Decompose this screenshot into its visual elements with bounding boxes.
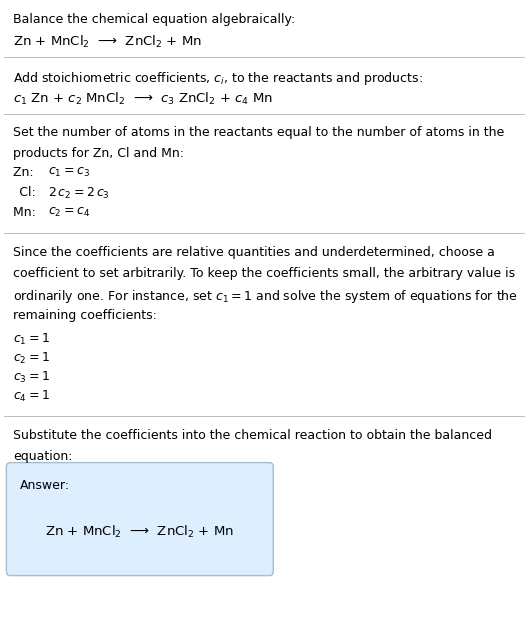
Text: ordinarily one. For instance, set $c_1 = 1$ and solve the system of equations fo: ordinarily one. For instance, set $c_1 =… <box>13 288 518 305</box>
Text: Since the coefficients are relative quantities and underdetermined, choose a: Since the coefficients are relative quan… <box>13 246 495 259</box>
Text: $c_4 = 1$: $c_4 = 1$ <box>13 389 50 404</box>
Text: Set the number of atoms in the reactants equal to the number of atoms in the: Set the number of atoms in the reactants… <box>13 126 504 140</box>
Text: Cl:: Cl: <box>13 186 48 199</box>
Text: products for Zn, Cl and Mn:: products for Zn, Cl and Mn: <box>13 147 184 161</box>
Text: $c_1 = c_3$: $c_1 = c_3$ <box>48 166 90 179</box>
Text: Substitute the coefficients into the chemical reaction to obtain the balanced: Substitute the coefficients into the che… <box>13 428 492 442</box>
Text: $c_2 = c_4$: $c_2 = c_4$ <box>48 206 90 219</box>
Text: Answer:: Answer: <box>21 478 70 492</box>
FancyBboxPatch shape <box>6 463 274 576</box>
Text: coefficient to set arbitrarily. To keep the coefficients small, the arbitrary va: coefficient to set arbitrarily. To keep … <box>13 267 515 280</box>
Text: $c_2 = 1$: $c_2 = 1$ <box>13 351 50 366</box>
Text: $c_1$ Zn + $c_2$ MnCl$_2$  ⟶  $c_3$ ZnCl$_2$ + $c_4$ Mn: $c_1$ Zn + $c_2$ MnCl$_2$ ⟶ $c_3$ ZnCl$_… <box>13 91 273 107</box>
Text: Balance the chemical equation algebraically:: Balance the chemical equation algebraica… <box>13 13 295 26</box>
Text: $c_1 = 1$: $c_1 = 1$ <box>13 332 50 348</box>
Text: Zn + MnCl$_2$  ⟶  ZnCl$_2$ + Mn: Zn + MnCl$_2$ ⟶ ZnCl$_2$ + Mn <box>45 524 234 540</box>
Text: equation:: equation: <box>13 450 72 463</box>
Text: Zn:: Zn: <box>13 166 46 179</box>
Text: Add stoichiometric coefficients, $c_i$, to the reactants and products:: Add stoichiometric coefficients, $c_i$, … <box>13 70 423 87</box>
Text: Zn + MnCl$_2$  ⟶  ZnCl$_2$ + Mn: Zn + MnCl$_2$ ⟶ ZnCl$_2$ + Mn <box>13 34 202 50</box>
Text: $c_3 = 1$: $c_3 = 1$ <box>13 370 50 385</box>
Text: $2\,c_2 = 2\,c_3$: $2\,c_2 = 2\,c_3$ <box>48 186 110 202</box>
Text: Mn:: Mn: <box>13 206 49 219</box>
Text: remaining coefficients:: remaining coefficients: <box>13 309 157 322</box>
